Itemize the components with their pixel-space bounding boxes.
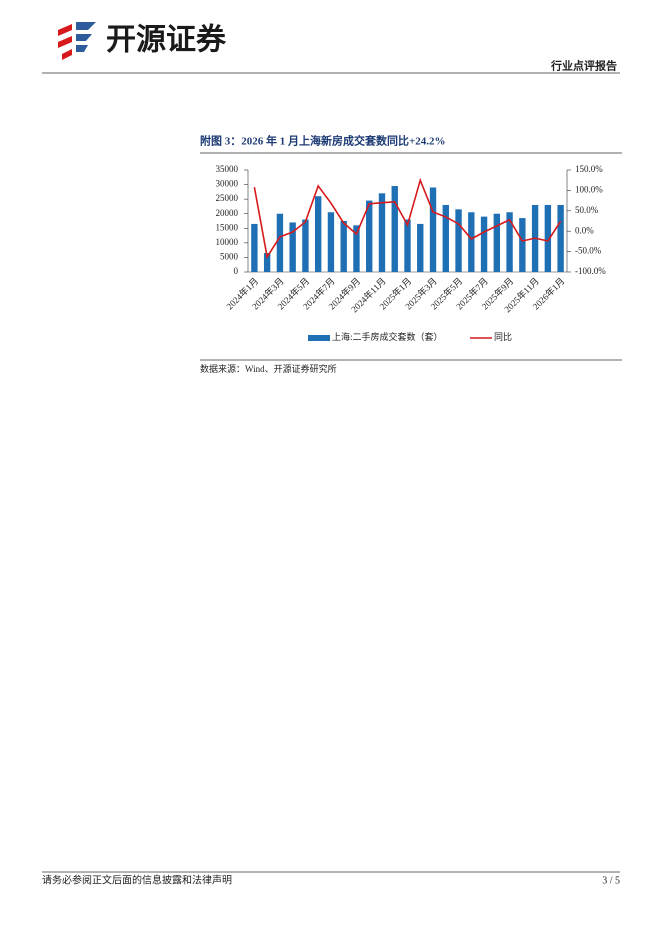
bar — [480, 216, 488, 272]
bar — [506, 212, 513, 272]
y-tick-label: 20000 — [216, 208, 239, 218]
bar — [455, 209, 462, 272]
brand: 开源证券 — [106, 23, 227, 58]
y-tick-label: 35000 — [216, 164, 239, 174]
bar — [557, 204, 564, 272]
bar — [251, 223, 258, 272]
bar — [442, 204, 449, 272]
y-tick-label: 5000 — [220, 251, 239, 261]
bar — [493, 213, 501, 272]
disclaimer: 请务必参阅正文后面的信息披露和法律声明 — [42, 873, 232, 886]
line — [253, 177, 562, 260]
bar — [417, 223, 424, 272]
bar — [429, 187, 437, 272]
bar — [327, 212, 335, 272]
bar — [276, 213, 284, 272]
source: 数据来源：Wind、开源证券研究所 — [200, 363, 337, 374]
bar — [314, 196, 322, 272]
bar — [366, 200, 373, 272]
bar — [519, 218, 526, 272]
y-tick-label: 30000 — [216, 179, 239, 189]
figure-title: 附图 3：2026 年 1 月上海新房成交套数同比+24.2% — [200, 134, 446, 148]
bar — [353, 225, 360, 272]
y-tick-label: 15000 — [216, 222, 239, 232]
bar — [468, 212, 475, 272]
legend-label: 同比 — [494, 331, 512, 342]
logo-icon — [58, 22, 96, 60]
y2-tick-label: 50.0% — [575, 205, 599, 215]
y2-tick-label: 0.0% — [575, 225, 594, 235]
legend: 上海:二手房成交套数（套） 同比 — [308, 331, 512, 342]
legend-label: 上海:二手房成交套数（套） — [332, 331, 443, 342]
bar — [289, 222, 296, 272]
y-tick-label: 25000 — [216, 193, 239, 203]
bar — [544, 204, 552, 272]
bar — [340, 221, 347, 272]
y-tick-label: 10000 — [216, 237, 239, 247]
bar — [391, 186, 398, 272]
report-type: 行业点评报告 — [550, 59, 617, 73]
y2-tick-label: 150.0% — [575, 164, 603, 174]
bar — [263, 253, 271, 272]
y2-tick-label: -50.0% — [575, 246, 602, 256]
y2-tick-label: 100.0% — [575, 184, 603, 194]
y-tick-label: 0 — [234, 266, 239, 276]
bar — [302, 219, 309, 272]
bar — [378, 193, 386, 272]
legend-swatch — [308, 335, 330, 341]
bar — [404, 219, 411, 272]
y2-tick-label: -100.0% — [575, 266, 606, 276]
page-number: 3 / 5 — [602, 875, 620, 886]
